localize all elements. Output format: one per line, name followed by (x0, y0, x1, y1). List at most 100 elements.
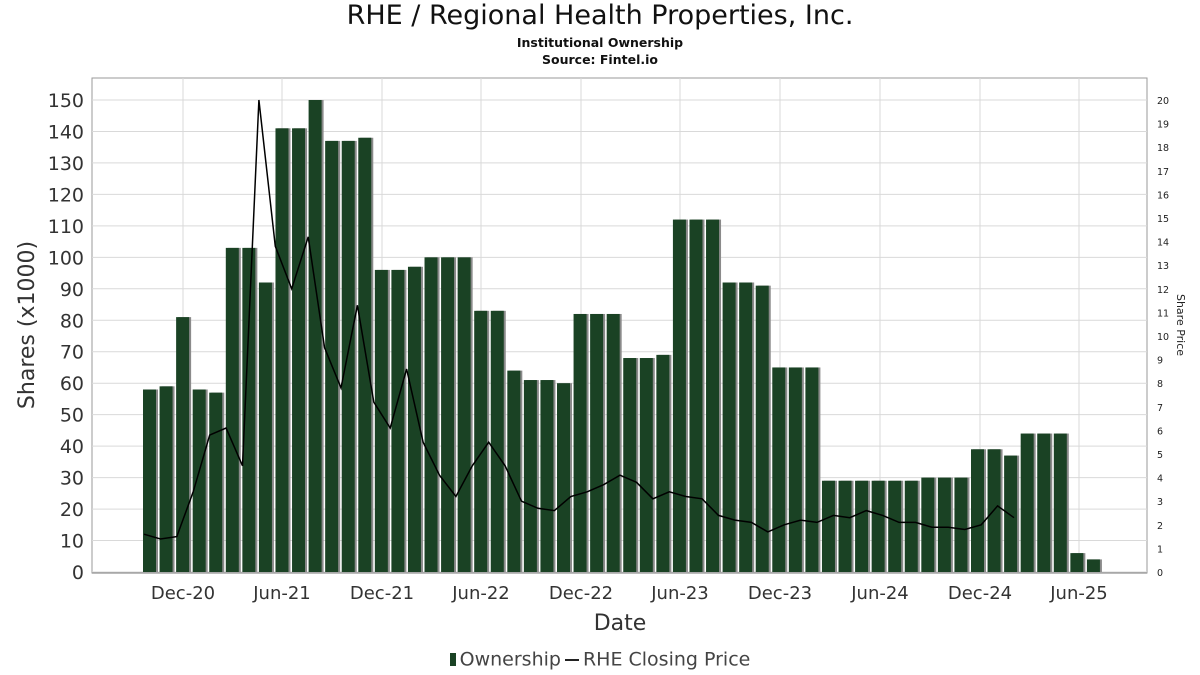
ownership-bar (1020, 433, 1034, 572)
ownership-bar (871, 480, 885, 572)
y2-tick-label: 20 (1157, 96, 1169, 107)
x-tick-label: Dec-22 (549, 583, 613, 604)
x-tick-label: Jun-24 (850, 583, 909, 604)
ownership-bar (788, 367, 802, 572)
y-tick-label: 20 (60, 499, 84, 521)
y2-tick-label: 1 (1157, 544, 1163, 555)
ownership-bar (424, 257, 438, 572)
y-tick-label: 60 (60, 373, 84, 395)
legend-price-swatch (564, 658, 579, 661)
ownership-bar (971, 449, 984, 572)
legend-price-label: RHE Closing Price (582, 648, 751, 671)
x-tick-label: Jun-21 (252, 583, 311, 604)
y2-tick-label: 18 (1157, 143, 1169, 154)
ownership-bar (507, 370, 521, 572)
y-tick-label: 90 (60, 279, 84, 301)
y2-tick-label: 6 (1157, 426, 1163, 437)
ownership-bar (490, 310, 504, 572)
x-tick-label: Dec-20 (151, 583, 215, 604)
y2-tick-label: 12 (1157, 285, 1169, 296)
ownership-bar (391, 269, 405, 572)
x-axis-title: Date (594, 611, 647, 636)
ownership-bar (904, 480, 918, 572)
ownership-bar (209, 392, 223, 572)
y2-tick-label: 7 (1157, 403, 1163, 414)
y2-tick-label: 13 (1157, 261, 1169, 272)
x-tick-label: Dec-21 (350, 583, 414, 604)
legend-ownership-swatch (449, 653, 456, 666)
ownership-bar (441, 257, 455, 572)
ownership-bar (374, 269, 388, 572)
ownership-bar (821, 480, 835, 572)
ownership-bar (755, 285, 769, 572)
ownership-bar (159, 386, 173, 572)
y2-tick-label: 11 (1157, 308, 1169, 319)
axes: 0102030405060708090100110120130140150012… (15, 90, 1187, 636)
ownership-bar (192, 389, 206, 572)
ownership-bar (1070, 553, 1084, 572)
x-tick-label: Jun-22 (451, 583, 510, 604)
ownership-bar (1004, 455, 1018, 572)
ownership-bar (325, 140, 339, 572)
price-series-line (143, 99, 1015, 540)
ownership-bar (921, 477, 935, 572)
y2-tick-label: 9 (1157, 356, 1163, 367)
price-line (143, 99, 1015, 540)
ownership-bar (656, 354, 670, 572)
ownership-bar (523, 380, 537, 572)
legend: Ownership RHE Closing Price (0, 648, 1200, 671)
ownership-bar (573, 313, 587, 572)
y-tick-label: 30 (60, 468, 84, 490)
y2-tick-label: 5 (1157, 450, 1163, 461)
y2-tick-label: 19 (1157, 120, 1169, 131)
ownership-bar (557, 383, 570, 572)
ownership-bar (474, 310, 488, 572)
y-tick-label: 80 (60, 310, 84, 332)
ownership-bar (838, 480, 852, 572)
y-tick-label: 100 (48, 247, 84, 269)
x-tick-label: Jun-25 (1049, 583, 1108, 604)
ownership-bar (292, 128, 306, 572)
ownership-bar (639, 358, 653, 572)
y2-tick-label: 8 (1157, 379, 1163, 390)
y-tick-label: 130 (48, 153, 84, 175)
ownership-bar (888, 480, 902, 572)
y-tick-label: 70 (60, 342, 84, 364)
y2-tick-label: 4 (1157, 474, 1163, 485)
y-tick-label: 110 (48, 216, 84, 238)
y2-tick-label: 2 (1157, 521, 1163, 532)
y2-axis-title: Share Price (1174, 294, 1187, 356)
y2-tick-label: 10 (1157, 332, 1169, 343)
ownership-bar (308, 100, 322, 572)
y2-tick-label: 3 (1157, 497, 1163, 508)
ownership-bar (1037, 433, 1051, 572)
y-tick-label: 140 (48, 121, 84, 143)
ownership-bar (606, 313, 620, 572)
ownership-bar (805, 367, 819, 572)
ownership-bar (1086, 559, 1100, 572)
y-tick-label: 10 (60, 531, 84, 553)
ownership-bar (855, 480, 869, 572)
ownership-bar (358, 137, 372, 572)
ownership-bar (706, 219, 720, 572)
ownership-bar (258, 282, 272, 572)
y-axis-title: Shares (x1000) (15, 241, 40, 409)
y2-tick-label: 16 (1157, 190, 1169, 201)
ownership-bar (540, 380, 554, 572)
ownership-bar (689, 219, 703, 572)
ownership-bar (772, 367, 786, 572)
ownership-bar (722, 282, 736, 572)
ownership-bar (341, 140, 355, 572)
ownership-bar (225, 247, 239, 573)
ownership-bar (672, 219, 686, 572)
ownership-bar (407, 266, 421, 572)
x-tick-label: Dec-23 (748, 583, 812, 604)
legend-ownership-label: Ownership (459, 648, 561, 671)
ownership-bar (242, 247, 256, 573)
y-tick-label: 150 (48, 90, 84, 112)
chart-subtitle: Institutional Ownership (516, 35, 684, 50)
y2-tick-label: 17 (1157, 167, 1169, 178)
y2-tick-label: 14 (1157, 238, 1169, 249)
y-tick-label: 50 (60, 405, 84, 427)
